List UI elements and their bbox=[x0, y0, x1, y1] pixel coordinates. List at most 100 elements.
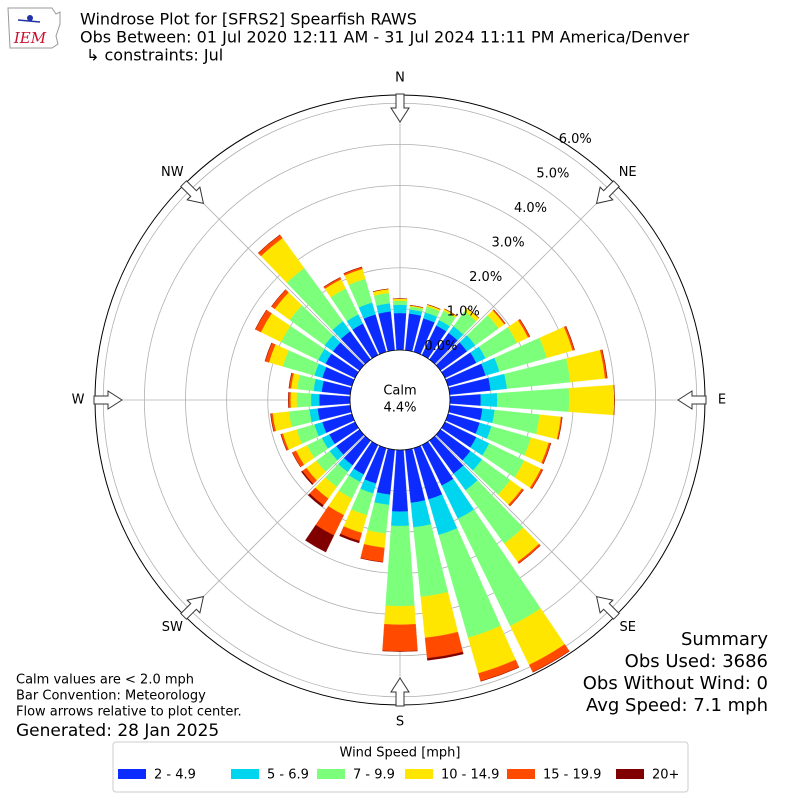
summary: Avg Speed: 7.1 mph bbox=[586, 695, 768, 716]
wind-bar-segment bbox=[392, 300, 408, 306]
compass-arrow bbox=[390, 677, 410, 707]
wind-bar-segment bbox=[393, 312, 407, 351]
wind-bar-segment bbox=[288, 392, 291, 408]
wind-bar-segment bbox=[536, 414, 562, 440]
wind-bar-segment bbox=[392, 449, 408, 512]
wind-bar-segment bbox=[258, 234, 281, 254]
r-tick-label: 6.0% bbox=[559, 132, 592, 147]
wind-bar-segment bbox=[532, 651, 570, 673]
wind-bar-segment bbox=[466, 307, 480, 319]
legend-swatch bbox=[616, 769, 644, 779]
wind-bar-segment bbox=[391, 511, 409, 527]
r-tick-label: 3.0% bbox=[492, 235, 525, 250]
wind-bar-segment bbox=[323, 277, 341, 288]
legend-swatch bbox=[405, 769, 433, 779]
summary: Summary bbox=[681, 629, 768, 650]
wind-bar-segment bbox=[296, 374, 316, 392]
wind-bar-segment bbox=[449, 394, 481, 406]
wind-bar-segment bbox=[493, 309, 506, 324]
r-tick-label: 4.0% bbox=[514, 201, 547, 216]
wind-bar-segment bbox=[393, 304, 407, 314]
note: Flow arrows relative to plot center. bbox=[16, 705, 242, 720]
wind-bar-segment bbox=[310, 393, 320, 407]
wind-bar-segment bbox=[420, 591, 459, 639]
wind-bar-segment bbox=[384, 605, 416, 625]
legend-label: 5 - 6.9 bbox=[267, 768, 309, 783]
compass-arrow bbox=[677, 390, 707, 410]
grid-spoke bbox=[435, 435, 616, 616]
logo-outline bbox=[7, 7, 61, 49]
wind-bar-segment bbox=[288, 409, 312, 428]
note: Calm values are < 2.0 mph bbox=[16, 673, 194, 688]
grid-spoke bbox=[184, 184, 365, 365]
grid-spoke bbox=[184, 435, 365, 616]
wind-bar-segment bbox=[290, 392, 297, 408]
compass-arrow bbox=[595, 180, 620, 205]
wind-bar-segment bbox=[410, 500, 432, 528]
chart-subtitle: ↳ constraints: Jul bbox=[86, 46, 223, 65]
wind-bar-segment bbox=[480, 408, 495, 424]
wind-bar-segment bbox=[339, 533, 360, 544]
compass-arrow bbox=[93, 390, 123, 410]
legend-label: 10 - 14.9 bbox=[441, 768, 499, 783]
direction-label: SW bbox=[162, 620, 183, 635]
summary: Obs Used: 3686 bbox=[625, 651, 768, 672]
compass-arrow bbox=[390, 93, 410, 123]
wind-bar-segment bbox=[319, 394, 351, 406]
wind-bar-segment bbox=[280, 434, 287, 451]
wind-bar-segment bbox=[509, 489, 524, 507]
wind-bar-segment bbox=[426, 651, 464, 661]
wind-bar-segment bbox=[444, 308, 457, 317]
logo-dot bbox=[27, 15, 33, 21]
wind-bar-segment bbox=[496, 388, 570, 412]
wind-bar-segment bbox=[566, 349, 606, 383]
legend-label: 20+ bbox=[652, 768, 679, 783]
wind-bar-segment bbox=[392, 298, 408, 302]
r-tick-label: 1.0% bbox=[447, 304, 480, 319]
wind-bar-segment bbox=[307, 493, 324, 508]
wind-bar-segment bbox=[343, 266, 362, 274]
legend-swatch bbox=[118, 769, 146, 779]
wind-bar-segment bbox=[296, 392, 312, 408]
calm-value: 4.4% bbox=[383, 401, 416, 416]
compass-arrow bbox=[180, 180, 205, 205]
wind-bar-segment bbox=[382, 624, 418, 652]
r-tick-label: 2.0% bbox=[469, 270, 502, 285]
wind-bar-segment bbox=[385, 525, 415, 607]
direction-label: NW bbox=[161, 165, 184, 180]
legend-label: 2 - 4.9 bbox=[154, 768, 196, 783]
direction-label: E bbox=[718, 393, 726, 408]
legend-swatch bbox=[317, 769, 345, 779]
wind-bar-segment bbox=[301, 470, 314, 485]
windrose: 0.0% 1.0% 2.0% 3.0% 4.0% 5.0% 6.0% N NE E SE S SW W NW bbox=[72, 71, 727, 730]
generated: Generated: 28 Jan 2025 bbox=[16, 721, 219, 741]
wind-bar-segment bbox=[288, 372, 292, 389]
calm-name: Calm bbox=[383, 384, 416, 399]
logo: IEM bbox=[7, 7, 61, 49]
wind-bar-segment bbox=[270, 413, 274, 432]
summary: Obs Without Wind: 0 bbox=[583, 673, 768, 694]
logo-text: IEM bbox=[13, 29, 47, 47]
direction-label: W bbox=[72, 393, 85, 408]
wind-bar-segment bbox=[543, 443, 552, 464]
r-tick-label: 0.0% bbox=[424, 339, 457, 354]
legend-swatch bbox=[507, 769, 535, 779]
wind-bar-segment bbox=[409, 305, 424, 308]
calm-circle bbox=[349, 349, 451, 451]
legend-label: 7 - 9.9 bbox=[353, 768, 395, 783]
wind-bar-segment bbox=[480, 393, 498, 407]
wind-bar-segment bbox=[382, 650, 418, 652]
note: Bar Convention: Meteorology bbox=[16, 689, 206, 704]
legend-box bbox=[112, 741, 689, 793]
legend-title: Wind Speed [mph] bbox=[340, 746, 461, 761]
logo-line bbox=[17, 19, 41, 23]
compass-arrow bbox=[595, 595, 620, 620]
wind-bar-segment bbox=[272, 411, 292, 432]
wind-bar-segment bbox=[367, 502, 390, 534]
legend-swatch bbox=[231, 769, 259, 779]
legend: 2 - 4.9 5 - 6.9 7 - 9.9 10 - 14.9 15 - 19.9 2… bbox=[118, 768, 679, 783]
chart-subtitle: Obs Between: 01 Jul 2020 12:11 AM - 31 J… bbox=[80, 28, 690, 47]
direction-label: SE bbox=[619, 620, 635, 635]
direction-label: N bbox=[395, 71, 405, 86]
